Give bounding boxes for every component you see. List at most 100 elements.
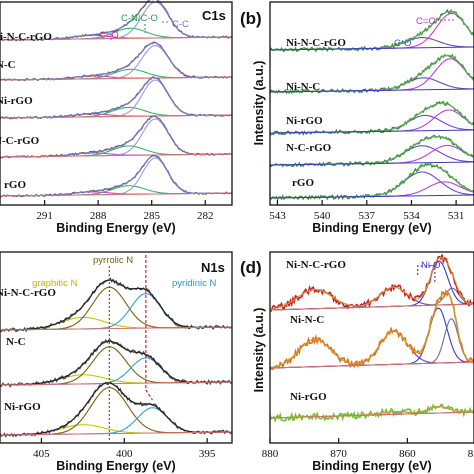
panel-a-peak-label-cc: C-C <box>172 19 189 30</box>
panel-a-tick-label: 285 <box>143 210 160 222</box>
panel-a-envelope-fit <box>0 77 232 119</box>
panel-a-component-peak <box>0 79 232 119</box>
panel-b-frame <box>269 1 474 206</box>
panel-b-series-label: rGO <box>292 177 314 189</box>
panel-b-background <box>269 129 474 134</box>
panel-a-series-label: rGO <box>4 179 26 191</box>
panel-c-tick-label: 395 <box>199 448 216 460</box>
panel-a-peak-label-cn: C-N/C-O <box>121 13 158 24</box>
panel-a-tick-label: 291 <box>36 210 53 222</box>
panel-a-raw-data <box>0 154 233 198</box>
panel-a-series-label: N-C <box>0 59 16 71</box>
panel-d: (d) Intensity (a.u.) Ni-O 880 870 860 850 B… <box>240 251 474 473</box>
panel-c-background <box>0 326 233 331</box>
panel-a-background <box>0 114 233 119</box>
panel-a-series-label: Ni-rGO <box>0 95 33 107</box>
panel-d-x-axis-label: Binding Energy (eV) <box>312 459 431 473</box>
panel-b-background <box>269 194 474 199</box>
panel-a: C1s C=O C-N/C-O C-C 291 288 285 282 Binding… <box>0 0 233 235</box>
panel-c-background <box>0 381 233 386</box>
panel-a-peak-label-co: C=O <box>99 30 119 41</box>
panel-c-guide-shift <box>145 389 153 401</box>
panel-c-peak-label-pyrrolic: pyrrolic N <box>93 255 133 266</box>
panel-b-series-label: Ni-rGO <box>286 115 323 127</box>
panel-c-series-labels: Ni-N-C-rGO N-C Ni-rGO <box>0 287 56 413</box>
panel-b-label: (b) <box>240 9 262 28</box>
panel-b-series-label: Ni-N-C-rGO <box>286 37 346 49</box>
panel-a-tick-label: 282 <box>197 210 214 222</box>
panel-c-series-label: N-C <box>6 336 26 348</box>
panel-a-envelope-fit <box>0 155 232 197</box>
panel-a-raw-data <box>0 41 233 82</box>
panel-b-background <box>269 46 474 51</box>
panel-b-x-ticks: 543 540 537 534 531 <box>269 200 464 222</box>
panel-a-series-labels: Ni-N-C-rGO N-C Ni-rGO N-C-rGO rGO <box>0 31 52 191</box>
panel-a-curves <box>0 0 233 198</box>
panel-b-curves <box>269 8 474 201</box>
panel-a-background <box>0 153 233 158</box>
panel-c-envelope-fit <box>0 382 232 436</box>
panel-d-envelope-fit <box>269 291 474 369</box>
panel-a-title: C1s <box>202 8 226 23</box>
panel-c: N1s pyrrolic N graphitic N pyridinic N 4… <box>0 251 233 473</box>
panel-d-peak-label-nio: Ni-O <box>421 260 441 271</box>
panel-d-tick-label: 870 <box>330 448 347 460</box>
panel-d-background <box>269 361 474 369</box>
panel-d-curves <box>269 254 474 423</box>
panel-a-series-label: N-C-rGO <box>0 135 40 147</box>
panel-c-curves <box>0 255 233 440</box>
panel-a-raw-data <box>0 76 233 120</box>
panel-b-y-axis-label: Intensity (a.u.) <box>252 61 266 146</box>
panel-d-envelope-fit <box>269 256 474 310</box>
panel-a-component-peak <box>0 157 232 197</box>
panel-c-series-label: Ni-N-C-rGO <box>0 287 56 299</box>
panel-b: (b) Intensity (a.u.) C=O C-O 543 540 537 53… <box>240 1 474 235</box>
panel-c-component-peak <box>0 346 232 386</box>
panel-d-nio-bracket <box>417 265 436 284</box>
panel-d-series-label: Ni-N-C <box>290 314 324 326</box>
panel-a-tick-label: 288 <box>90 210 107 222</box>
panel-d-series-label: Ni-rGO <box>290 391 327 403</box>
panel-a-frame <box>0 1 233 206</box>
panel-b-peak-label-c-o: C-O <box>394 38 411 49</box>
panel-d-series-labels: Ni-N-C-rGO Ni-N-C Ni-rGO <box>286 259 346 403</box>
panel-b-series-label: N-C-rGO <box>286 142 332 154</box>
panel-d-component-peak <box>270 318 474 369</box>
panel-d-y-axis-label: Intensity (a.u.) <box>252 308 266 393</box>
panel-d-raw-data <box>269 288 474 371</box>
panel-d-tick-label: 860 <box>399 448 416 460</box>
panel-d-series-label: Ni-N-C-rGO <box>286 259 346 271</box>
panel-c-tick-label: 405 <box>33 448 50 460</box>
panel-a-background <box>0 76 233 81</box>
panel-b-series-labels: Ni-N-C-rGO Ni-N-C Ni-rGO N-C-rGO rGO <box>286 37 346 189</box>
panel-a-x-ticks: 291 288 285 282 <box>36 200 213 222</box>
panel-c-title: N1s <box>201 260 225 275</box>
panel-b-tick-label: 534 <box>403 210 420 222</box>
panel-c-peak-label-graphitic: graphitic N <box>32 278 78 289</box>
panel-d-background <box>269 411 474 419</box>
panel-a-series-label: Ni-N-C-rGO <box>0 31 52 43</box>
panel-b-x-axis-label: Binding Energy (eV) <box>312 221 431 235</box>
panel-a-x-axis-label: Binding Energy (eV) <box>56 221 175 235</box>
panel-a-component-peak <box>0 45 232 81</box>
panel-d-tick-label: 850 <box>468 448 474 460</box>
panel-b-background <box>269 88 474 93</box>
panel-b-tick-label: 543 <box>269 210 286 222</box>
panel-d-label: (d) <box>240 258 262 277</box>
panel-c-x-axis-label: Binding Energy (eV) <box>56 459 175 473</box>
panel-d-frame <box>269 251 474 444</box>
panel-b-tick-label: 540 <box>314 210 331 222</box>
panel-a-envelope-fit <box>0 42 232 81</box>
panel-c-peak-label-pyridinic: pyridinic N <box>172 278 216 289</box>
panel-c-x-ticks: 405 400 395 <box>33 438 216 460</box>
panel-a-background <box>0 192 233 197</box>
panel-c-frame <box>0 251 233 444</box>
panel-a-background <box>0 36 233 41</box>
panel-c-background <box>0 431 233 436</box>
panel-d-x-ticks: 880 870 860 850 <box>262 438 474 460</box>
panel-c-envelope-fit <box>0 340 232 386</box>
panel-c-series-label: Ni-rGO <box>4 401 41 413</box>
panel-b-background <box>269 161 474 166</box>
panel-c-tick-label: 400 <box>116 448 133 460</box>
